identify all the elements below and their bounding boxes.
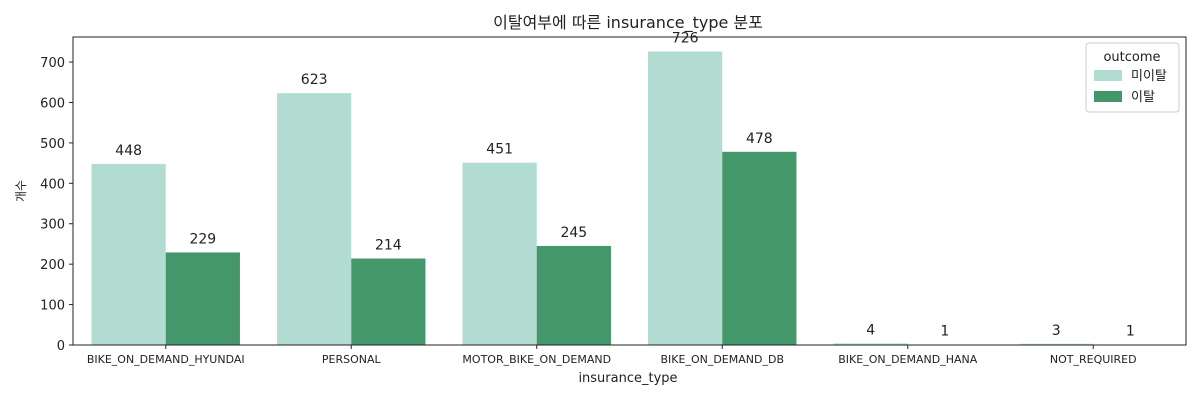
x-tick-label-0: BIKE_ON_DEMAND_HYUNDAI — [87, 353, 245, 366]
bar-value-label-4-series-1: 1 — [940, 324, 949, 340]
y-tick-label-5: 500 — [40, 137, 65, 152]
x-axis-label: insurance_type — [578, 371, 677, 386]
y-axis-label: 개수 — [14, 180, 28, 202]
legend: outcome 미이탈 이탈 — [1086, 43, 1179, 112]
bar-3-series-0 — [648, 52, 722, 345]
bar-value-label-0-series-1: 229 — [189, 231, 216, 247]
bar-2-series-0 — [463, 163, 537, 345]
x-tick-label-3: BIKE_ON_DEMAND_DB — [661, 353, 785, 366]
bars-group — [92, 52, 1168, 345]
bar-0-series-0 — [92, 164, 166, 345]
legend-swatch-series-1 — [1094, 91, 1122, 102]
bar-value-label-3-series-0: 726 — [672, 31, 699, 47]
bar-value-label-5-series-1: 1 — [1126, 324, 1135, 340]
legend-title: outcome — [1103, 50, 1160, 65]
bar-2-series-1 — [537, 246, 611, 345]
y-tick-label-4: 400 — [40, 177, 65, 192]
bar-value-label-1-series-0: 623 — [301, 72, 328, 88]
x-tick-label-2: MOTOR_BIKE_ON_DEMAND — [462, 353, 611, 366]
x-tick-label-5: NOT_REQUIRED — [1050, 353, 1137, 366]
y-tick-label-0: 0 — [57, 339, 65, 354]
y-axis: 0 100 200 300 400 500 600 700 — [40, 56, 73, 354]
legend-label-series-0: 미이탈 — [1131, 69, 1167, 84]
y-tick-label-7: 700 — [40, 56, 65, 71]
bar-0-series-1 — [166, 252, 240, 345]
y-tick-label-2: 200 — [40, 258, 65, 273]
bar-value-label-2-series-0: 451 — [486, 142, 513, 158]
bar-value-label-1-series-1: 214 — [375, 238, 402, 254]
bar-value-label-4-series-0: 4 — [866, 322, 875, 338]
bar-value-label-2-series-1: 245 — [560, 225, 587, 241]
x-tick-label-4: BIKE_ON_DEMAND_HANA — [838, 353, 978, 366]
bar-value-label-3-series-1: 478 — [746, 131, 773, 147]
x-axis: BIKE_ON_DEMAND_HYUNDAI PERSONAL MOTOR_BIKE… — [87, 345, 1137, 366]
x-tick-label-1: PERSONAL — [322, 353, 382, 366]
bar-labels-group: 448 229 623 214 451 245 726 478 4 1 3 1 — [115, 31, 1135, 340]
legend-label-series-1: 이탈 — [1131, 90, 1155, 105]
bar-value-label-0-series-0: 448 — [115, 143, 142, 159]
bar-1-series-0 — [277, 93, 351, 345]
bar-1-series-1 — [351, 259, 425, 345]
bar-value-label-5-series-0: 3 — [1052, 323, 1061, 339]
chart-title: 이탈여부에 따른 insurance_type 분포 — [493, 13, 763, 33]
y-tick-label-1: 100 — [40, 299, 65, 314]
y-tick-label-6: 600 — [40, 96, 65, 111]
legend-swatch-series-0 — [1094, 70, 1122, 81]
y-tick-label-3: 300 — [40, 218, 65, 233]
bar-3-series-1 — [722, 152, 796, 345]
